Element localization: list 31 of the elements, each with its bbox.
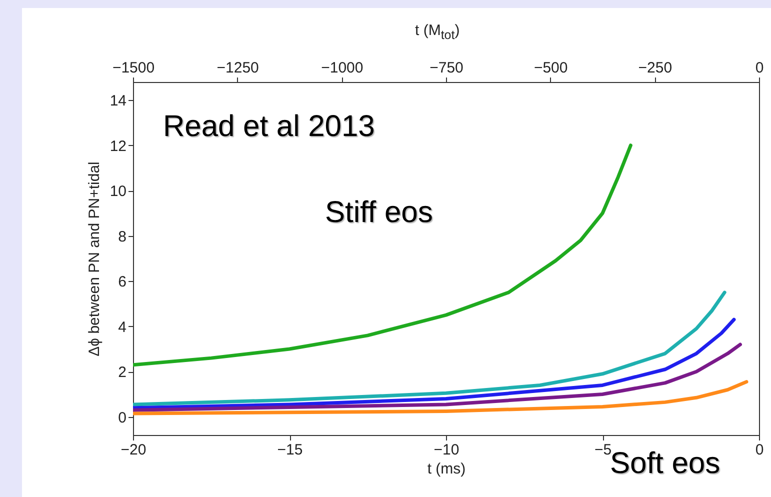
x-tick-label: −15 bbox=[277, 442, 303, 458]
y-tick-label: 12 bbox=[110, 138, 126, 155]
x2-tick-label: −1000 bbox=[321, 60, 364, 76]
x2-tick-label: −250 bbox=[638, 60, 672, 76]
x2-tick-label: −500 bbox=[534, 60, 568, 76]
x2-tick-label: −750 bbox=[430, 60, 464, 76]
x2-tick-label: −1250 bbox=[216, 60, 259, 76]
y-tick-label: 8 bbox=[118, 228, 126, 246]
x-tick-label: −5 bbox=[594, 442, 612, 458]
annotation: Stiff eos bbox=[325, 196, 433, 230]
x2-tick-label: 0 bbox=[755, 60, 764, 76]
x2-tick-label: −1500 bbox=[112, 60, 155, 76]
x2-axis-title: t (M$_{tot}$) bbox=[415, 22, 460, 42]
y-tick-label: 10 bbox=[110, 183, 126, 200]
x-axis-title: t (ms) bbox=[427, 460, 466, 478]
line-series bbox=[133, 342, 742, 412]
x-tick-label: −20 bbox=[120, 442, 146, 458]
x-tick-label: 0 bbox=[755, 442, 764, 458]
y-tick-label: 2 bbox=[118, 364, 126, 382]
y-tick-label: 6 bbox=[118, 274, 126, 291]
line-series bbox=[133, 290, 726, 406]
y-axis-title: Δϕ between PN and PN+tidal bbox=[86, 162, 103, 356]
y-tick-label: 0 bbox=[118, 409, 126, 426]
annotation: Read et al 2013 bbox=[163, 110, 375, 144]
y-tick-label: 14 bbox=[110, 92, 126, 110]
x-tick-label: −10 bbox=[434, 442, 460, 458]
text: Soft eos bbox=[610, 447, 720, 481]
line-series bbox=[133, 318, 736, 410]
y-tick-label: 4 bbox=[118, 318, 126, 336]
line-series bbox=[133, 380, 748, 416]
line-series bbox=[133, 144, 632, 367]
